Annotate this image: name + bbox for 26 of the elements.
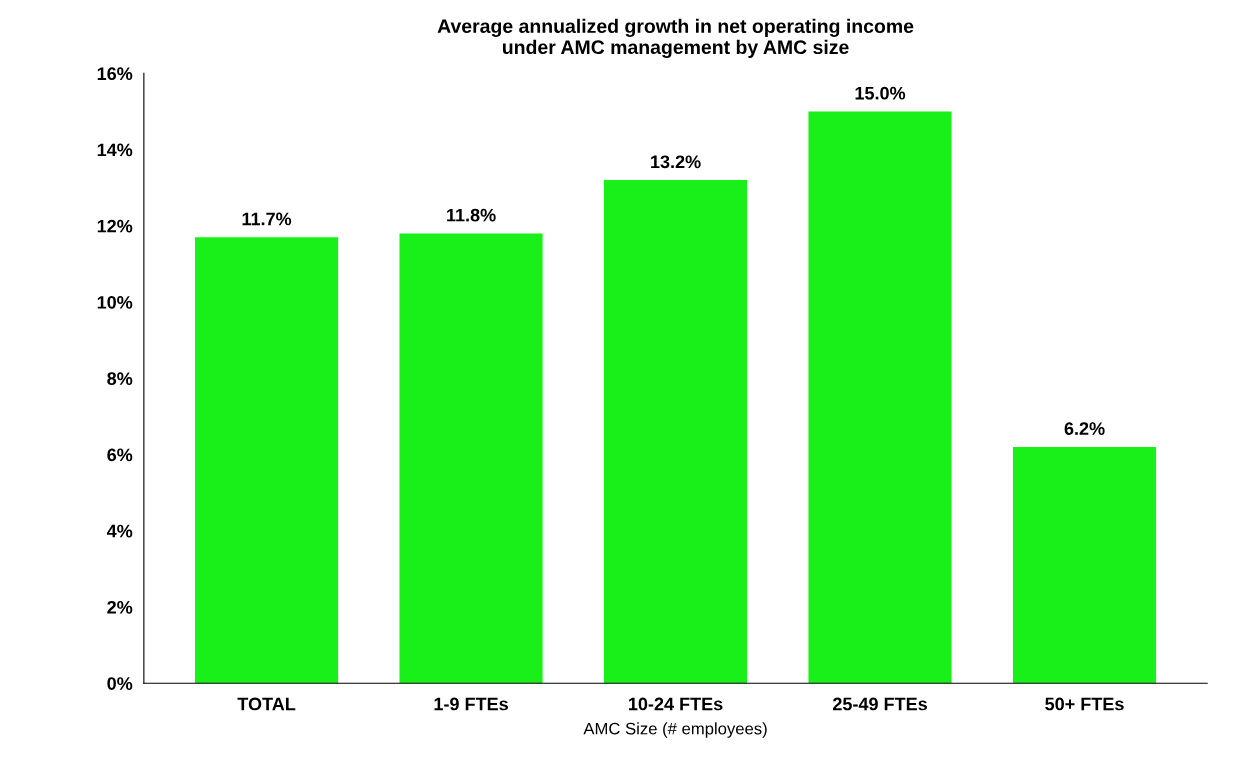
data-label: 6.2% <box>1064 422 1105 435</box>
data-label: 13.2% <box>651 155 701 169</box>
y-tick-label: 16% <box>97 67 133 81</box>
y-tick-label: 12% <box>97 219 133 233</box>
x-tick-label: 50+ FTEs <box>1045 697 1124 711</box>
bar <box>808 111 952 684</box>
x-tick-label: TOTAL <box>237 697 296 711</box>
y-tick-label: 2% <box>107 600 133 614</box>
x-tick-label: 1-9 FTEs <box>434 697 508 711</box>
data-label: 11.8% <box>447 208 496 222</box>
data-label: 11.7% <box>242 212 292 226</box>
x-axis-title: AMC Size (# employees) <box>583 722 767 738</box>
x-tick-label: 10-24 FTEs <box>629 697 723 711</box>
x-tick-label: 25-49 FTEs <box>832 697 927 711</box>
data-label: 15.0% <box>855 86 906 100</box>
y-tick-label: 10% <box>97 295 133 309</box>
y-tick-label: 14% <box>97 143 133 157</box>
y-tick-label: 8% <box>107 372 133 385</box>
y-tick-label: 6% <box>107 448 133 462</box>
bar <box>399 233 543 684</box>
bar <box>1012 446 1157 684</box>
chart-title: Average annualized growth in net operating income under AMC management by AMC size <box>437 18 914 59</box>
bar <box>603 180 748 684</box>
bar <box>194 237 339 684</box>
y-tick-label: 4% <box>106 524 133 538</box>
y-tick-label: 0% <box>107 677 133 690</box>
